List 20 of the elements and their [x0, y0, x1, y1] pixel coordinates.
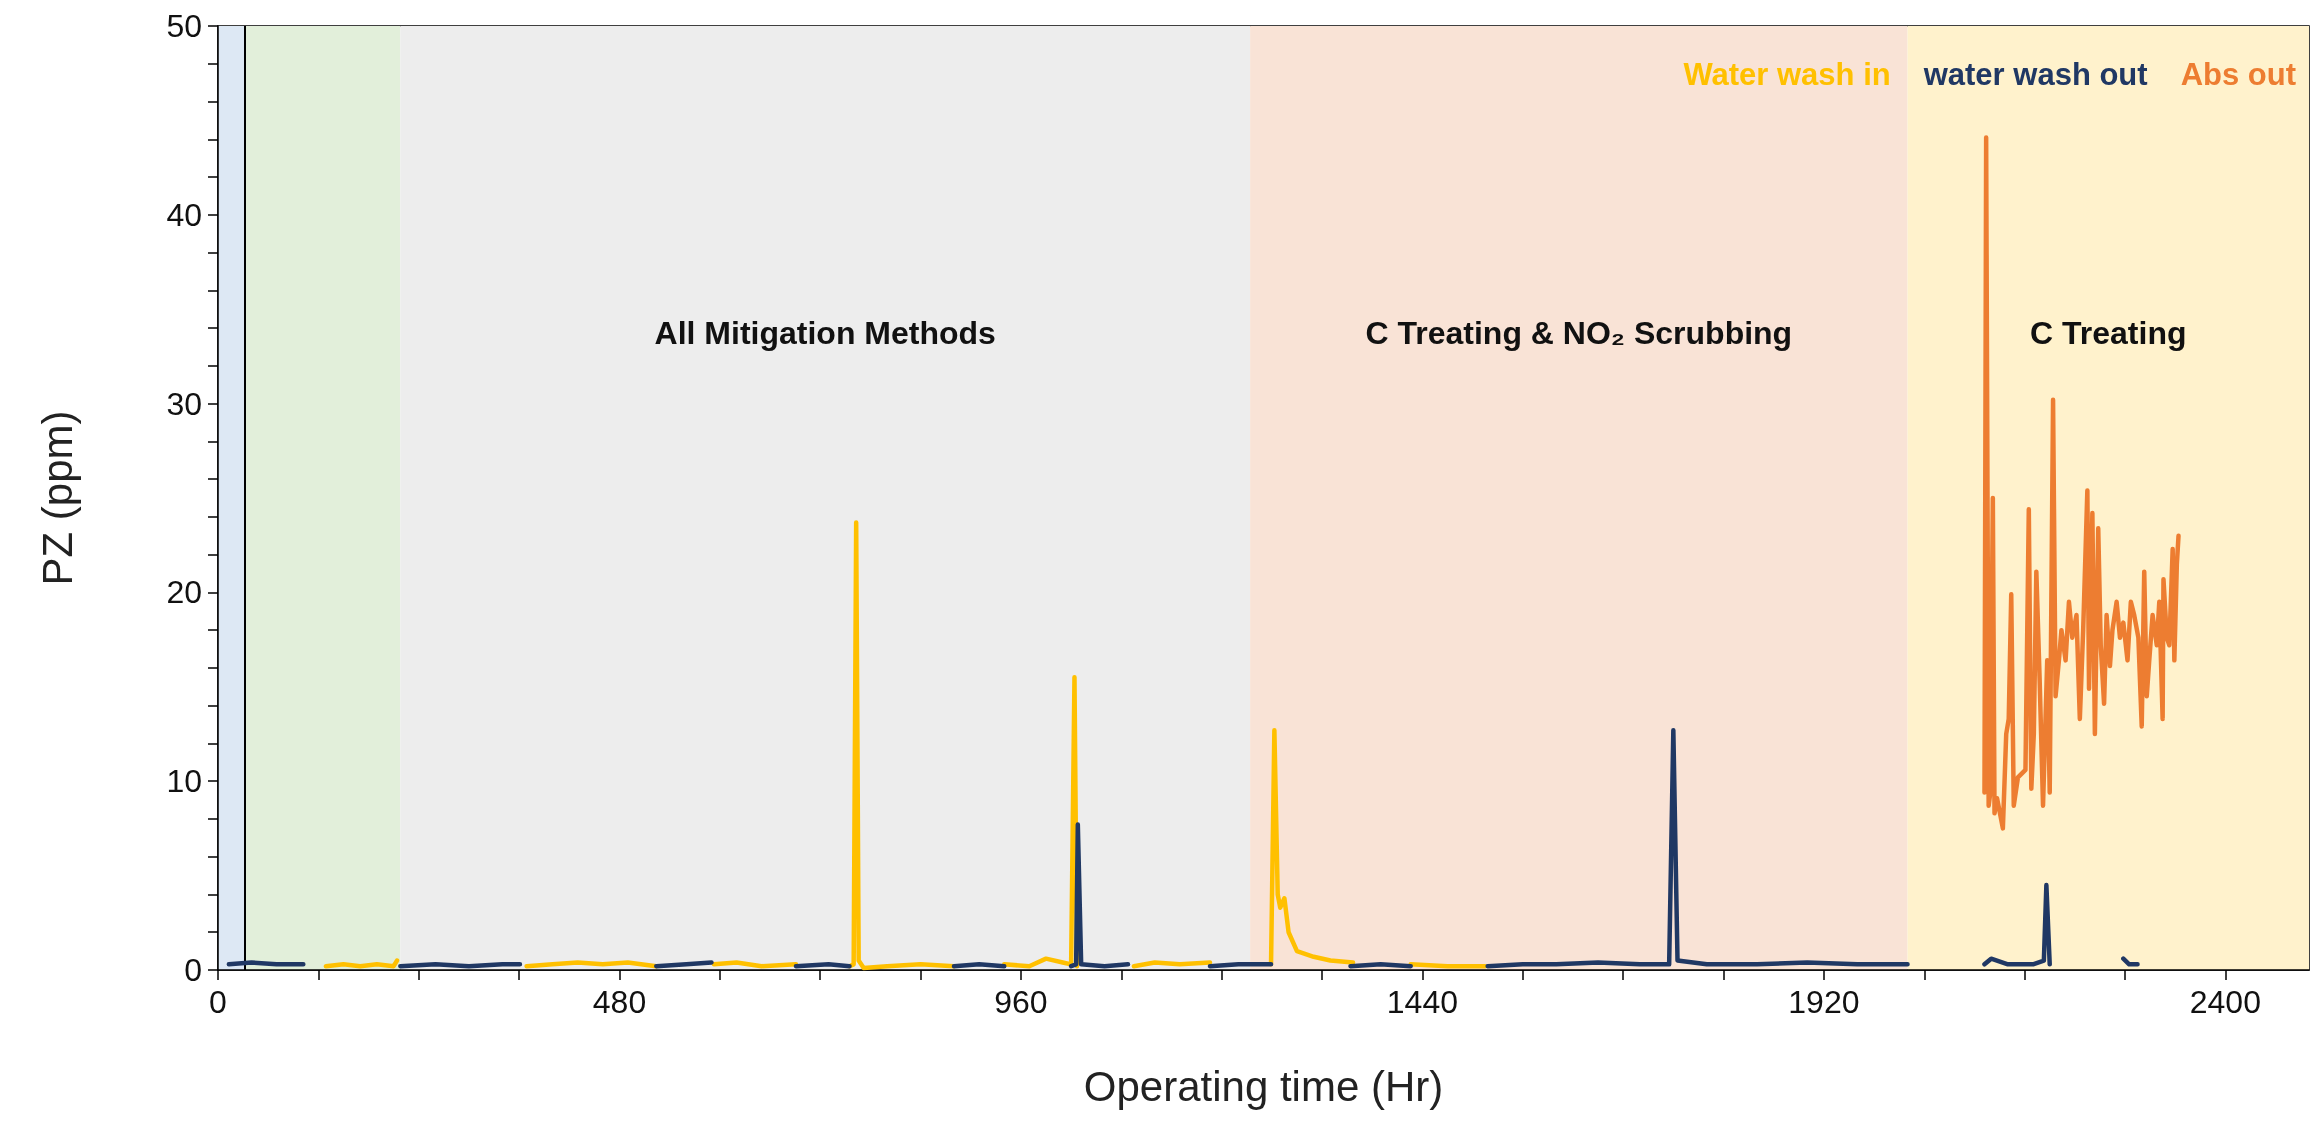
band-label: All Mitigation Methods [654, 314, 996, 351]
x-tick-label: 960 [994, 984, 1048, 1020]
y-tick-label: 20 [166, 574, 202, 611]
y-axis-title: PZ (ppm) [33, 410, 81, 586]
x-tick-label: 0 [209, 984, 227, 1020]
text: water wash out [1922, 57, 2148, 92]
y-tick-label: 0 [184, 952, 202, 988]
band-label: C Treating & NO₂ Scrubbing [1365, 314, 1793, 351]
y-tick-label: 40 [166, 196, 202, 233]
x-tick-label: 1920 [1788, 984, 1860, 1020]
x-tick-label: 2400 [2189, 984, 2261, 1020]
y-tick-label: 50 [166, 8, 202, 44]
x-tick-label: 1440 [1386, 984, 1459, 1020]
x-tick-label: 480 [592, 984, 647, 1020]
text: Abs out [2180, 57, 2296, 92]
text: Water wash in [1683, 57, 1891, 92]
y-tick-label: 30 [166, 385, 202, 422]
y-tick-label: 10 [166, 763, 202, 800]
x-axis-title: Operating time (Hr) [1083, 1062, 1444, 1110]
band-label: C Treating [2030, 314, 2187, 351]
